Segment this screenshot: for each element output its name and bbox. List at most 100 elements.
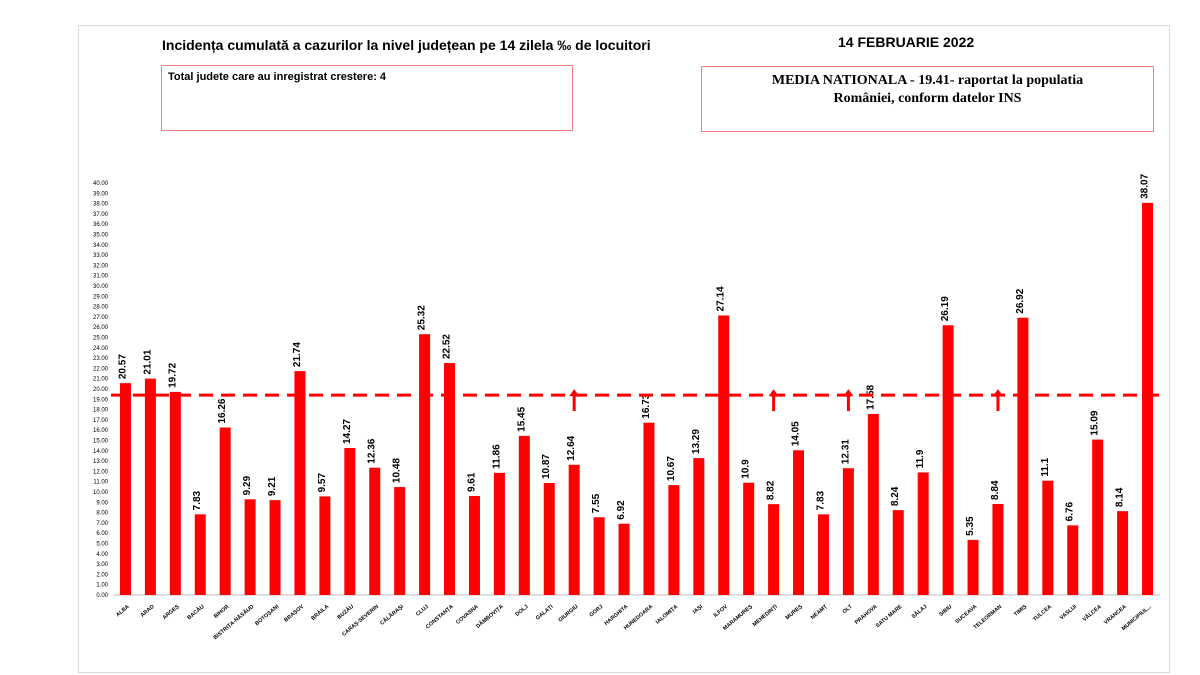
increase-count-box: Total judete care au inregistrat crester…	[161, 65, 573, 131]
bar	[743, 482, 755, 595]
data-label: 12.64	[566, 435, 577, 460]
x-tick-label: COVASNA	[455, 604, 480, 626]
y-tick-label: 1.00	[96, 583, 108, 589]
bar	[119, 383, 131, 595]
data-label: 26.92	[1015, 288, 1026, 313]
data-label: 7.55	[591, 493, 602, 513]
y-tick-label: 19.00	[93, 397, 109, 403]
y-tick-label: 28.00	[93, 305, 109, 311]
x-tick-label: HARGHITA	[604, 604, 630, 627]
bar	[618, 523, 630, 595]
y-tick-label: 26.00	[93, 325, 109, 331]
data-label: 16.26	[217, 398, 228, 423]
x-tick-label: SIBIU	[938, 604, 953, 618]
y-tick-label: 39.00	[93, 191, 109, 197]
y-tick-label: 5.00	[96, 542, 108, 548]
bar	[444, 363, 456, 595]
data-label: 6.76	[1065, 501, 1076, 521]
increase-count-text: Total judete care au inregistrat crester…	[168, 71, 387, 83]
y-tick-label: 6.00	[96, 531, 108, 537]
bar	[169, 391, 181, 595]
y-tick-label: 23.00	[93, 356, 109, 362]
x-tick-label: IAȘI	[692, 604, 704, 616]
y-tick-label: 13.00	[93, 459, 109, 465]
bar	[144, 378, 156, 595]
data-label: 9.29	[242, 475, 253, 495]
x-tick-label: TULCEA	[1032, 604, 1053, 623]
x-tick-label: CLUJ	[415, 604, 430, 618]
data-label: 15.45	[516, 406, 527, 431]
bar	[344, 448, 356, 595]
y-tick-label: 15.00	[93, 439, 109, 445]
bar	[1042, 480, 1054, 595]
y-tick-label: 37.00	[93, 212, 109, 218]
bar	[369, 467, 381, 595]
x-tick-label: ARGEȘ	[162, 604, 181, 621]
national-average-box: MEDIA NATIONALA - 19.41- raportat la pop…	[701, 66, 1154, 132]
data-label: 9.21	[267, 476, 278, 496]
data-label: 8.84	[990, 480, 1001, 500]
bar	[718, 315, 730, 595]
data-label: 22.52	[442, 334, 453, 359]
chart-title: Incidența cumulată a cazurilor la nivel …	[162, 37, 651, 53]
x-tick-label: DÂMBOVIȚA	[475, 603, 505, 630]
bar	[867, 413, 879, 595]
bar	[543, 483, 555, 595]
data-label: 12.36	[367, 438, 378, 463]
data-label: 10.9	[741, 459, 752, 479]
data-label: 20.57	[117, 354, 128, 379]
data-label: 17.58	[865, 384, 876, 409]
data-label: 25.32	[417, 305, 428, 330]
x-tick-label: ARAD	[140, 604, 156, 619]
bar	[892, 510, 904, 595]
y-tick-label: 24.00	[93, 346, 109, 352]
y-tick-label: 34.00	[93, 243, 109, 249]
national-average-line1: MEDIA NATIONALA - 19.41- raportat la pop…	[771, 73, 1084, 88]
y-tick-label: 32.00	[93, 263, 109, 269]
x-tick-label: BIHOR	[213, 604, 230, 620]
y-tick-label: 29.00	[93, 294, 109, 300]
y-tick-label: 27.00	[93, 315, 109, 321]
bar	[518, 435, 530, 595]
x-tick-label: CĂLĂRAȘI	[379, 603, 406, 627]
y-tick-label: 0.00	[96, 593, 108, 599]
x-tick-label: SATU MARE	[875, 604, 904, 630]
bar	[842, 468, 854, 595]
y-tick-label: 16.00	[93, 428, 109, 434]
y-tick-label: 20.00	[93, 387, 109, 393]
data-label: 15.09	[1090, 410, 1101, 435]
data-label: 8.14	[1115, 487, 1126, 507]
x-tick-label: VASLUI	[1059, 604, 1078, 622]
data-label: 38.07	[1140, 173, 1151, 198]
y-tick-label: 31.00	[93, 274, 109, 280]
data-label: 21.74	[292, 342, 303, 367]
data-label: 9.57	[317, 473, 328, 493]
x-tick-label: BOTOȘANI	[254, 604, 280, 627]
data-label: 8.82	[766, 480, 777, 500]
x-tick-label: BRAȘOV	[283, 604, 305, 624]
data-label: 6.92	[616, 500, 627, 520]
data-label: 27.14	[716, 286, 727, 311]
bar	[817, 514, 829, 595]
bar	[468, 496, 480, 595]
data-label: 9.61	[466, 472, 477, 492]
y-tick-label: 9.00	[96, 500, 108, 506]
bar	[568, 464, 580, 595]
bar	[1142, 202, 1154, 595]
data-label: 7.83	[815, 490, 826, 510]
y-tick-label: 10.00	[93, 490, 109, 496]
bar	[917, 472, 929, 595]
bar	[768, 504, 780, 595]
y-tick-label: 17.00	[93, 418, 109, 424]
y-tick-label: 35.00	[93, 233, 109, 239]
data-label: 11.86	[491, 444, 502, 469]
x-tick-label: ILFOV	[713, 604, 730, 619]
x-tick-label: BACĂU	[186, 603, 206, 621]
x-tick-label: VRANCEA	[1103, 604, 1128, 626]
y-tick-label: 33.00	[93, 253, 109, 259]
bar	[942, 325, 954, 595]
bar	[419, 334, 431, 595]
bar	[1067, 525, 1079, 595]
bar	[194, 514, 206, 595]
